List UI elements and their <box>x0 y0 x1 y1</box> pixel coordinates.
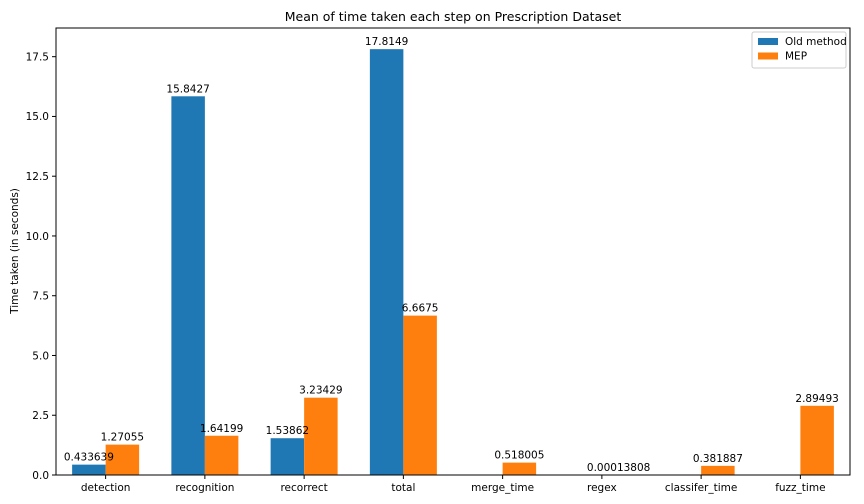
legend: Old method MEP <box>751 31 847 69</box>
bar-mep-classifer-time <box>701 465 735 475</box>
bar-old-method-recorrect <box>270 438 305 475</box>
bar-value-label: 0.518005 <box>494 450 544 462</box>
y-tick-label: 0.0 <box>32 470 49 482</box>
bar-mep-recognition <box>204 435 239 475</box>
x-tick-label: regex <box>587 482 617 494</box>
x-axis: detection recognition recorrect total merge_… <box>81 475 826 494</box>
chart-title: Mean of time taken each step on Prescrip… <box>285 9 622 24</box>
bar-mep-merge-time <box>502 462 537 475</box>
x-tick-label: fuzz_time <box>775 482 825 494</box>
bar-value-label: 1.53862 <box>266 425 309 437</box>
y-tick-label: 17.5 <box>26 51 49 63</box>
x-tick-label: classifer_time <box>665 482 737 494</box>
bar-value-label: 6.6675 <box>402 303 439 315</box>
bar-old-method-detection <box>72 464 106 475</box>
y-tick-label: 15.0 <box>26 111 49 123</box>
bar-value-label: 2.89493 <box>795 393 838 405</box>
bar-value-label: 1.27055 <box>101 432 144 444</box>
bar-mep-total <box>403 315 437 475</box>
bar-value-label: 3.23429 <box>299 385 342 397</box>
x-tick-label: recognition <box>175 482 234 494</box>
y-axis: 0.0 2.5 5.0 7.5 10.0 12.5 15.0 17.5 <box>26 51 56 482</box>
bars-group <box>72 49 834 476</box>
bar-value-label: 15.8427 <box>166 83 209 95</box>
x-tick-label: merge_time <box>471 482 534 494</box>
x-tick-label: total <box>391 482 415 494</box>
x-tick-label: recorrect <box>280 482 327 494</box>
bar-value-label: 17.8149 <box>365 36 408 48</box>
bar-value-label: 0.433639 <box>64 452 114 464</box>
bar-mep-recorrect <box>304 397 338 475</box>
value-labels-group: 0.433639 15.8427 1.53862 17.8149 1.27055 1.64… <box>64 36 839 474</box>
bar-value-label: 0.00013808 <box>587 462 650 474</box>
bar-old-method-total <box>369 49 404 476</box>
y-tick-label: 7.5 <box>32 291 49 303</box>
bar-mep-fuzz-time <box>800 405 834 475</box>
bar-value-label: 0.381887 <box>693 453 743 465</box>
bar-value-label: 1.64199 <box>200 423 243 435</box>
legend-swatch <box>758 52 778 60</box>
legend-label: Old method <box>785 36 847 48</box>
y-tick-label: 10.0 <box>26 231 49 243</box>
legend-label: MEP <box>785 51 807 63</box>
bar-mep-detection <box>105 444 140 475</box>
y-tick-label: 5.0 <box>32 350 49 362</box>
y-tick-label: 12.5 <box>26 171 49 183</box>
x-tick-label: detection <box>81 482 131 494</box>
legend-swatch <box>758 38 778 45</box>
bar-old-method-recognition <box>171 96 205 475</box>
y-axis-label: Time taken (in seconds) <box>9 188 21 315</box>
y-tick-label: 2.5 <box>32 410 49 422</box>
plot-area-frame <box>55 27 851 476</box>
